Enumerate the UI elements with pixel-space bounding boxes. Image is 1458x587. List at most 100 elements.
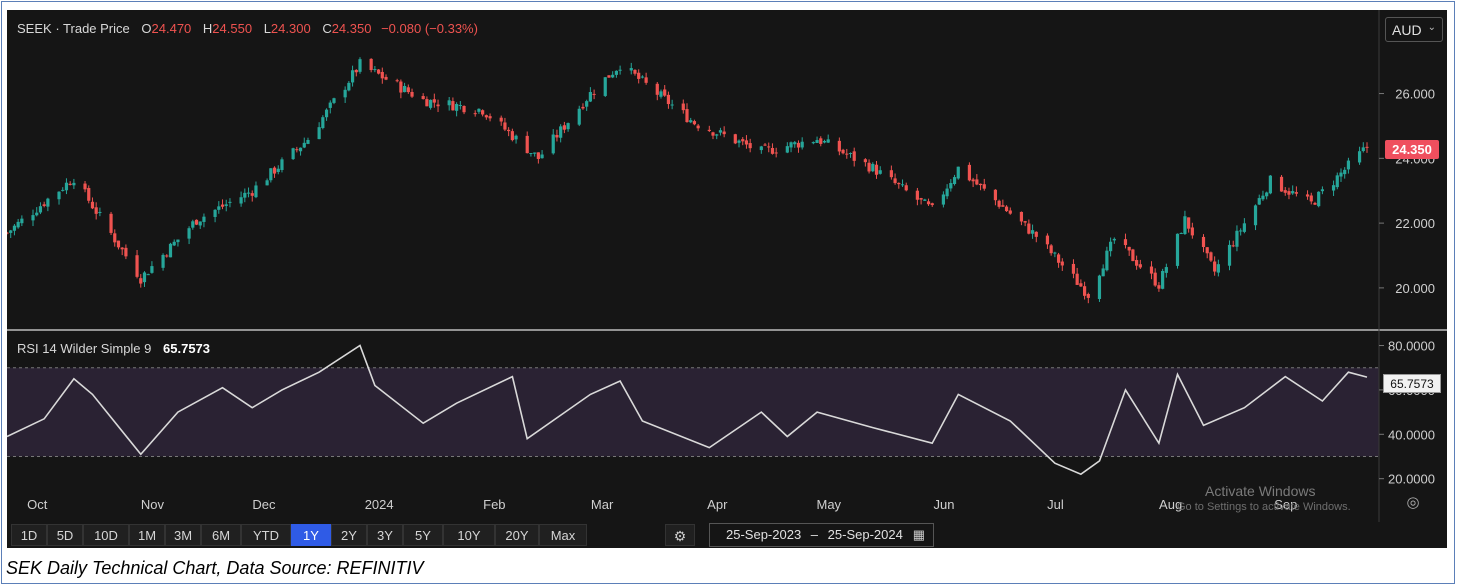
candle-body-87 (455, 104, 459, 111)
candle-body-142 (741, 139, 745, 142)
candle-body-231 (1205, 247, 1209, 254)
candle-body-210 (1097, 275, 1102, 299)
candle-body-0 (7, 232, 9, 234)
rsi-last-tag: 65.7573 (1383, 374, 1441, 393)
candle-body-114 (592, 93, 596, 95)
range-button-2y[interactable]: 2Y (331, 524, 367, 546)
candle-body-39 (202, 216, 206, 222)
candle-body-53 (276, 168, 280, 172)
candle-body-22 (116, 240, 121, 248)
range-button-20y[interactable]: 20Y (495, 524, 539, 546)
candle-body-186 (971, 179, 975, 182)
chevron-down-icon: ⌄ (1427, 22, 1436, 33)
candle-body-215 (1123, 239, 1128, 246)
range-button-6m[interactable]: 6M (201, 524, 241, 546)
candle-body-30 (161, 254, 165, 268)
range-button-5d[interactable]: 5D (47, 524, 83, 546)
range-button-10y[interactable]: 10Y (443, 524, 495, 546)
x-tick-label-0: Oct (27, 497, 48, 512)
chart-canvas[interactable]: 20.00022.00024.00026.00020.000040.000060… (7, 10, 1447, 548)
candle-body-180 (941, 194, 945, 205)
range-button-max[interactable]: Max (539, 524, 587, 546)
candle-body-124 (644, 77, 648, 83)
candle-body-155 (811, 142, 815, 144)
candle-body-149 (774, 152, 778, 154)
candle-body-115 (603, 77, 607, 96)
candle-body-239 (1242, 223, 1246, 232)
figure-caption: SEK Daily Technical Chart, Data Source: … (6, 558, 424, 578)
candle-body-217 (1131, 249, 1135, 262)
gear-icon[interactable]: ⚙ (665, 524, 695, 546)
candle-body-148 (770, 147, 775, 154)
candle-body-94 (488, 116, 492, 119)
candle-body-84 (436, 104, 440, 107)
calendar-icon: ▦ (912, 527, 925, 542)
trading-chart[interactable]: 20.00022.00024.00026.00020.000040.000060… (7, 10, 1447, 548)
date-to: 25-Sep-2024 (827, 527, 903, 542)
legend-type: Trade Price (63, 21, 130, 36)
candle-body-250 (1305, 194, 1310, 197)
candle-body-237 (1235, 230, 1239, 247)
candle-body-162 (845, 153, 849, 155)
candle-body-255 (1331, 185, 1336, 191)
candle-body-246 (1283, 190, 1287, 193)
candle-body-105 (551, 134, 555, 154)
candle-body-139 (722, 131, 726, 135)
candle-body-77 (402, 85, 407, 93)
candle-body-117 (611, 74, 615, 78)
range-button-1m[interactable]: 1M (129, 524, 165, 546)
date-range-picker[interactable]: 25-Sep-2023 – 25-Sep-2024 ▦ (709, 523, 934, 547)
range-toolbar: ⚙ 25-Sep-2023 – 25-Sep-2024 ▦ 1D 5D 10D 1M 3… (7, 522, 1447, 548)
candle-body-131 (685, 109, 689, 123)
candle-body-157 (819, 138, 823, 144)
candle-body-91 (477, 108, 481, 112)
range-button-ytd[interactable]: YTD (241, 524, 291, 546)
candle-body-90 (473, 113, 477, 115)
candle-body-249 (1294, 192, 1298, 194)
candle-body-160 (837, 140, 841, 152)
candle-body-184 (956, 166, 960, 179)
target-icon[interactable]: ◎ (1406, 494, 1420, 511)
candle-body-43 (224, 204, 228, 206)
candle-body-119 (618, 69, 622, 71)
candle-body-172 (897, 182, 901, 185)
price-tick-label-1: 22.000 (1395, 216, 1435, 231)
candle-body-159 (826, 139, 830, 143)
range-button-5y[interactable]: 5Y (403, 524, 443, 546)
candle-body-99 (514, 135, 518, 140)
candle-body-185 (967, 164, 972, 181)
candle-body-111 (581, 106, 585, 109)
candle-body-196 (1023, 221, 1027, 223)
price-tick-label-0: 20.000 (1395, 281, 1435, 296)
range-button-3m[interactable]: 3M (165, 524, 201, 546)
candle-body-35 (187, 228, 191, 239)
candle-body-79 (410, 91, 414, 97)
legend-open: 24.470 (151, 21, 192, 36)
candle-body-261 (1361, 147, 1365, 152)
candle-body-175 (915, 190, 919, 200)
candle-body-227 (1183, 216, 1187, 235)
currency-dropdown[interactable]: AUD ⌄ (1385, 17, 1443, 42)
x-tick-label-6: Apr (707, 497, 728, 512)
candle-body-241 (1257, 198, 1261, 205)
candle-body-122 (637, 72, 641, 79)
candle-body-153 (796, 142, 801, 148)
candle-body-158 (822, 140, 827, 143)
candle-body-207 (1079, 283, 1083, 287)
candle-body-234 (1216, 264, 1220, 273)
candle-body-3 (16, 221, 20, 228)
range-button-1y[interactable]: 1Y (291, 524, 331, 546)
candle-body-188 (978, 183, 983, 186)
candle-body-41 (217, 206, 221, 210)
range-button-1d[interactable]: 1D (11, 524, 47, 546)
range-button-10d[interactable]: 10D (83, 524, 129, 546)
candle-body-57 (298, 147, 303, 152)
candle-body-212 (1105, 250, 1109, 271)
range-button-3y[interactable]: 3Y (367, 524, 403, 546)
candle-body-34 (176, 239, 180, 243)
candle-body-214 (1112, 238, 1116, 241)
legend-close: 24.350 (331, 21, 372, 36)
candle-body-109 (566, 123, 570, 130)
candle-body-163 (848, 153, 853, 155)
candle-body-20 (109, 213, 113, 233)
